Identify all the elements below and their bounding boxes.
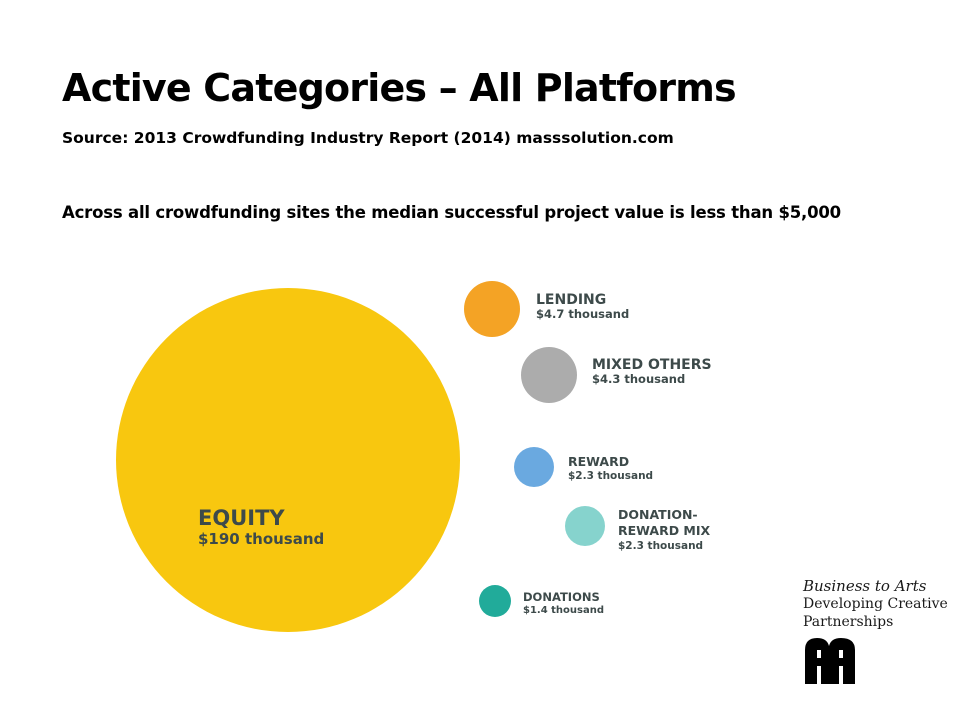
bubble-donations [479, 585, 511, 617]
brand-text: Business to Arts Developing Creative Par… [803, 577, 948, 631]
brand-tagline-2: Partnerships [803, 614, 894, 630]
label-equity: EQUITY [198, 506, 285, 530]
bubble-reward [514, 447, 554, 487]
bubble-equity [116, 288, 460, 632]
value-equity: $190 thousand [198, 530, 324, 548]
brand-logo-icon [805, 638, 855, 684]
label-lending: LENDING [536, 292, 606, 308]
brand-name: Business to Arts [803, 577, 927, 595]
label-donation-reward-mix-1: DONATION- [618, 507, 698, 522]
label-reward: REWARD [568, 454, 629, 469]
value-lending: $4.7 thousand [536, 307, 629, 321]
value-reward: $2.3 thousand [568, 470, 653, 482]
source-note: Source: 2013 Crowdfunding Industry Repor… [62, 129, 674, 147]
bubble-lending [464, 281, 520, 337]
value-donation-reward-mix: $2.3 thousand [618, 540, 703, 552]
bubble-mixed-others [521, 347, 577, 403]
label-mixed-others: MIXED OTHERS [592, 357, 712, 373]
label-donation-reward-mix-2: REWARD MIX [618, 523, 711, 538]
value-mixed-others: $4.3 thousand [592, 372, 685, 386]
bubble-donation-reward-mix [565, 506, 605, 546]
page-title: Active Categories – All Platforms [62, 66, 737, 110]
brand-tagline-1: Developing Creative [803, 596, 948, 612]
value-donations: $1.4 thousand [523, 605, 604, 616]
chart-subtitle: Across all crowdfunding sites the median… [62, 203, 841, 222]
label-donations: DONATIONS [523, 590, 600, 604]
